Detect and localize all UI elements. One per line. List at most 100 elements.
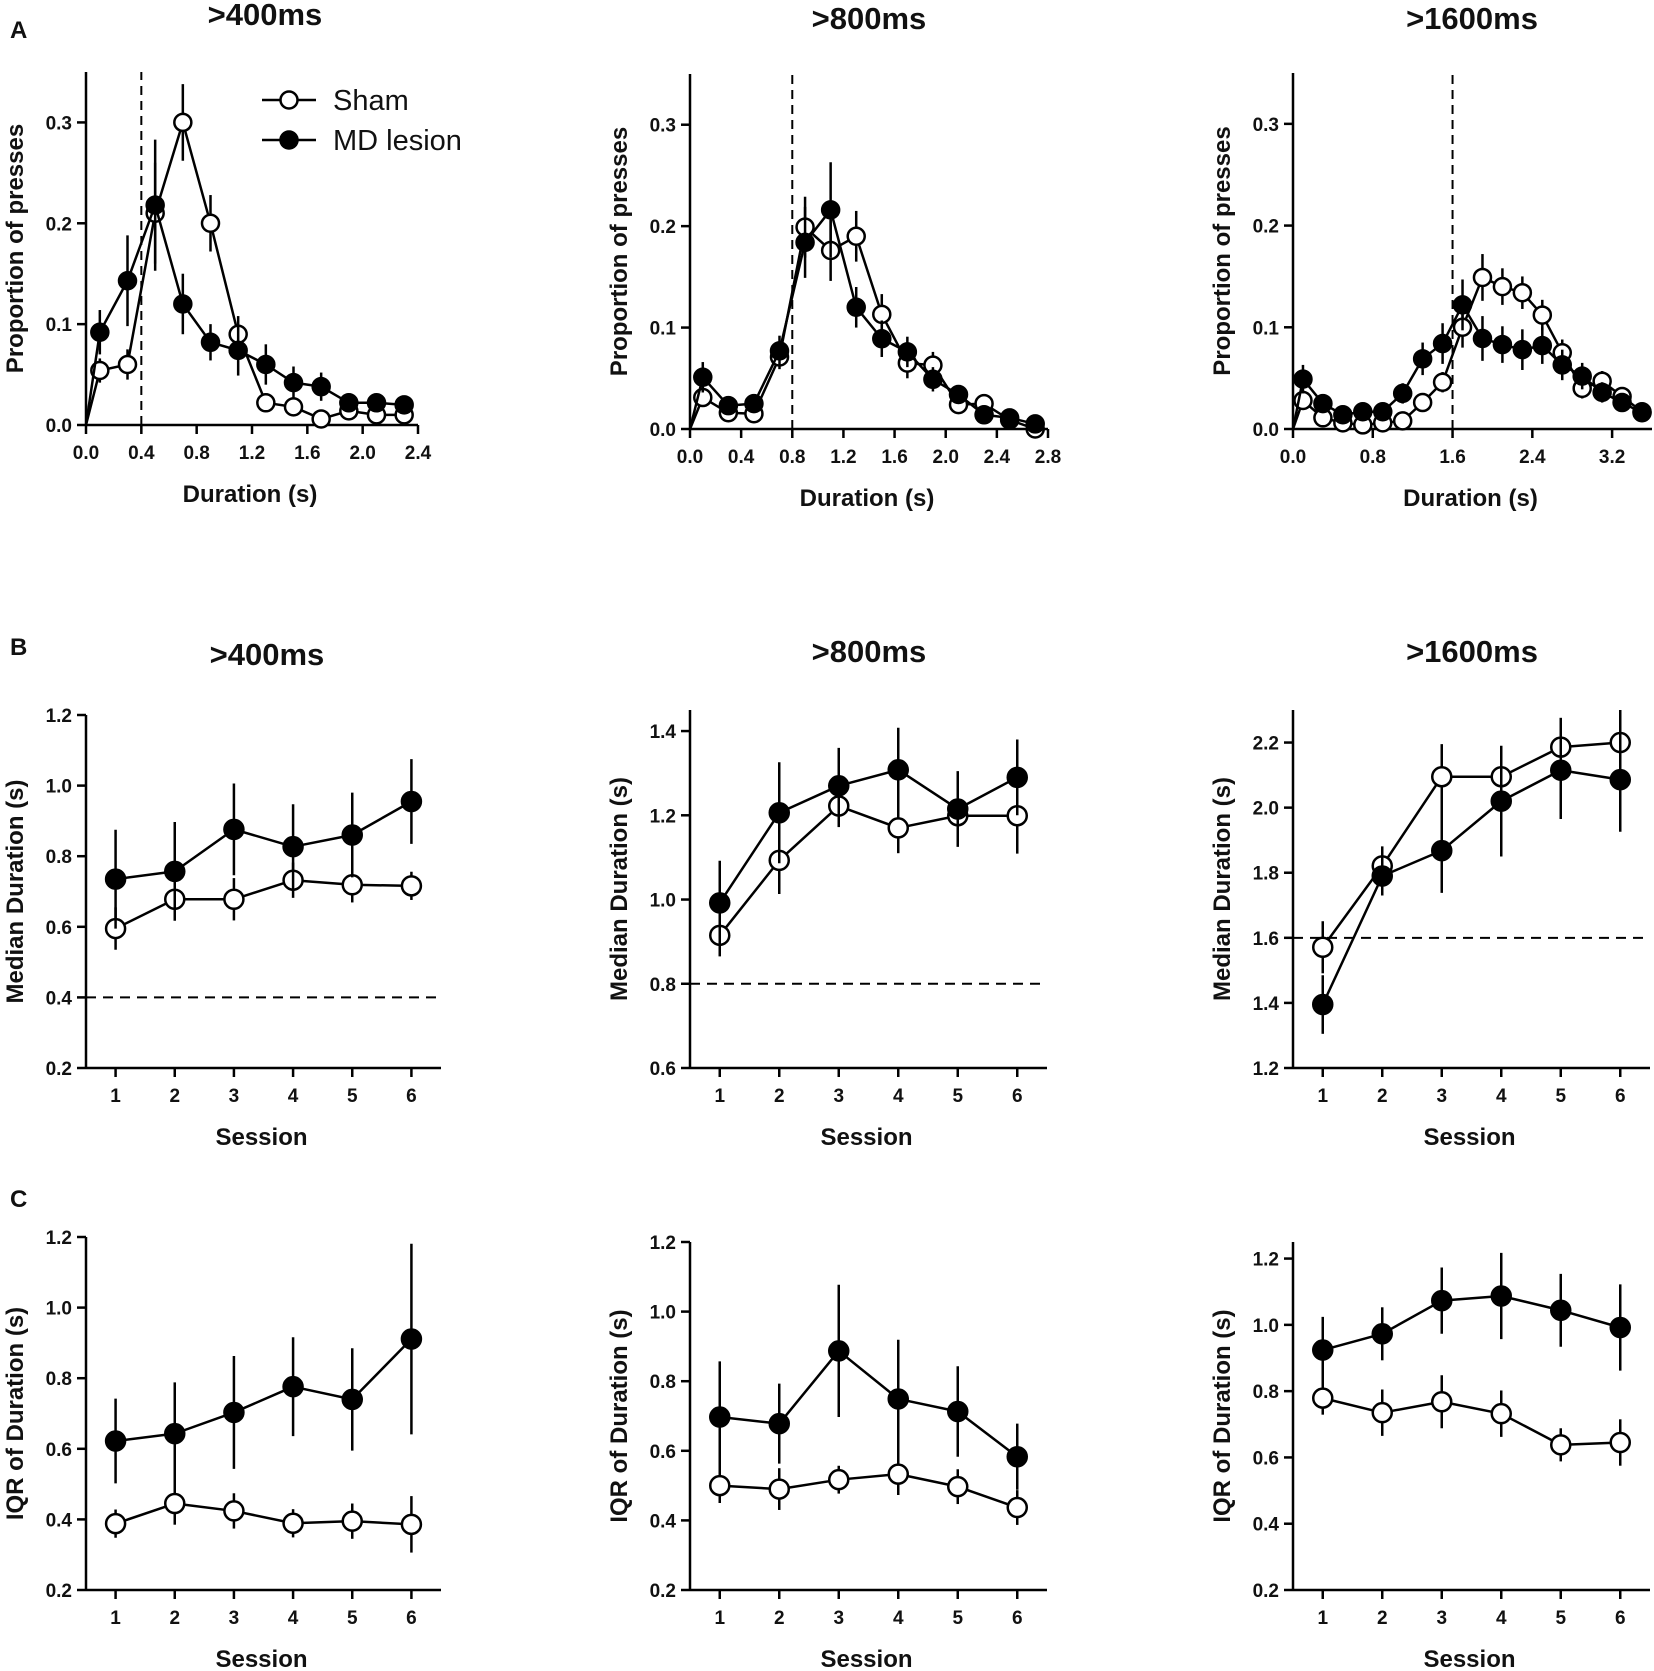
data-point-sham bbox=[1532, 305, 1553, 325]
x-tick-label: 6 bbox=[1012, 1608, 1023, 1629]
data-point-sham bbox=[828, 1468, 850, 1491]
data-point-sham bbox=[117, 354, 138, 375]
data-point-md-lesion bbox=[1373, 401, 1393, 422]
y-tick-label: 0.3 bbox=[1253, 115, 1279, 136]
data-point-md-lesion bbox=[1006, 766, 1028, 789]
data-point-md-lesion bbox=[164, 860, 186, 883]
data-point-sham bbox=[256, 393, 276, 413]
series-line bbox=[718, 768, 1018, 904]
x-axis-label: Duration (s) bbox=[1403, 485, 1538, 512]
x-tick-label: 2.0 bbox=[349, 443, 375, 464]
data-point-md-lesion bbox=[1612, 392, 1632, 413]
data-point-md-lesion bbox=[339, 393, 359, 413]
y-tick-label: 0.8 bbox=[650, 1372, 676, 1393]
data-point-md-lesion bbox=[1353, 401, 1373, 422]
data-point-md-lesion bbox=[223, 818, 245, 841]
x-tick-label: 3 bbox=[833, 1608, 844, 1629]
series-line bbox=[115, 878, 412, 930]
x-tick-label: 1 bbox=[1317, 1608, 1328, 1629]
data-point-md-lesion bbox=[795, 232, 815, 253]
data-point-sham bbox=[1472, 267, 1493, 288]
x-tick-label: 5 bbox=[347, 1086, 358, 1107]
x-tick-label: 5 bbox=[347, 1608, 358, 1629]
x-tick-label: 1.2 bbox=[830, 447, 856, 468]
data-point-sham bbox=[768, 1478, 790, 1500]
x-tick-label: 5 bbox=[1555, 1086, 1566, 1107]
data-point-sham bbox=[1392, 411, 1413, 431]
data-point-md-lesion bbox=[1490, 790, 1512, 812]
series-md-lesion bbox=[104, 759, 423, 929]
y-axis-label: Median Duration (s) bbox=[2, 779, 29, 1003]
legend-marker-md bbox=[279, 130, 299, 150]
data-point-md-lesion bbox=[223, 1401, 245, 1424]
data-point-md-lesion bbox=[887, 759, 909, 781]
data-point-md-lesion bbox=[104, 868, 127, 890]
chart-title: >800ms bbox=[812, 634, 927, 669]
x-tick-label: 2.8 bbox=[1035, 447, 1061, 468]
data-point-sham bbox=[1432, 372, 1453, 392]
x-tick-label: 5 bbox=[952, 1608, 963, 1629]
x-tick-label: 0.8 bbox=[183, 443, 209, 464]
data-point-sham bbox=[1492, 276, 1513, 297]
data-point-sham bbox=[846, 226, 866, 247]
y-tick-label: 0.8 bbox=[650, 975, 676, 996]
x-tick-label: 1.6 bbox=[1439, 447, 1465, 468]
data-point-sham bbox=[311, 409, 331, 429]
data-point-md-lesion bbox=[1432, 333, 1453, 354]
data-point-sham bbox=[1609, 1431, 1631, 1454]
data-point-sham bbox=[887, 1463, 909, 1485]
data-point-md-lesion bbox=[104, 1430, 127, 1452]
data-point-md-lesion bbox=[1431, 1289, 1453, 1312]
y-tick-label: 1.2 bbox=[650, 1233, 676, 1254]
y-axis-label: Median Duration (s) bbox=[1209, 777, 1236, 1001]
series-md-lesion bbox=[688, 162, 1045, 434]
data-point-sham bbox=[1312, 1387, 1334, 1409]
x-tick-label: 2.4 bbox=[984, 447, 1011, 468]
series-md-lesion bbox=[84, 139, 414, 426]
y-tick-label: 1.0 bbox=[46, 1299, 72, 1320]
data-point-md-lesion bbox=[1312, 1339, 1334, 1361]
y-tick-label: 0.0 bbox=[1253, 420, 1279, 441]
data-point-md-lesion bbox=[145, 195, 165, 215]
x-tick-label: 2 bbox=[774, 1086, 785, 1107]
data-point-md-lesion bbox=[846, 297, 866, 318]
data-point-md-lesion bbox=[228, 340, 248, 361]
series-line bbox=[1322, 1294, 1621, 1352]
panel-label-c: C bbox=[10, 1186, 27, 1213]
data-point-md-lesion bbox=[1532, 335, 1553, 356]
x-tick-label: 6 bbox=[1012, 1086, 1023, 1107]
legend-label-sham: Sham bbox=[333, 85, 409, 117]
data-point-md-lesion bbox=[90, 322, 110, 342]
data-point-md-lesion bbox=[769, 341, 790, 361]
data-point-md-lesion bbox=[923, 369, 943, 390]
y-tick-label: 0.6 bbox=[650, 1442, 676, 1463]
y-tick-label: 0.2 bbox=[46, 1059, 72, 1080]
data-point-md-lesion bbox=[200, 332, 221, 353]
y-tick-label: 0.4 bbox=[650, 1511, 677, 1532]
data-point-md-lesion bbox=[1490, 1285, 1512, 1307]
series-sham bbox=[1312, 710, 1631, 974]
y-tick-label: 0.4 bbox=[46, 988, 73, 1009]
y-tick-label: 1.0 bbox=[650, 891, 676, 912]
data-point-md-lesion bbox=[311, 376, 331, 397]
y-tick-label: 0.6 bbox=[650, 1059, 676, 1080]
data-point-sham bbox=[1006, 1496, 1028, 1519]
y-tick-label: 1.6 bbox=[1253, 929, 1279, 950]
chart-title: >1600ms bbox=[1406, 1, 1538, 36]
series-sham bbox=[104, 862, 423, 950]
x-tick-label: 5 bbox=[952, 1086, 963, 1107]
data-point-md-lesion bbox=[948, 384, 969, 405]
y-tick-label: 0.2 bbox=[1253, 217, 1279, 238]
data-point-md-lesion bbox=[1552, 355, 1572, 375]
x-axis-label: Session bbox=[820, 1646, 912, 1671]
data-point-md-lesion bbox=[718, 395, 739, 416]
data-point-sham bbox=[1412, 392, 1433, 413]
y-tick-label: 0.2 bbox=[46, 1581, 72, 1602]
chart-a3: >1600ms 0.0 0.8 1.6 2.4 3.2 0.0 0.1 0.2 0.3 Durati… bbox=[1209, 1, 1652, 512]
data-point-md-lesion bbox=[820, 200, 841, 220]
y-tick-label: 0.4 bbox=[46, 1510, 73, 1531]
x-tick-label: 0.0 bbox=[73, 443, 99, 464]
x-tick-label: 2 bbox=[169, 1086, 180, 1107]
y-tick-label: 0.8 bbox=[1253, 1382, 1279, 1403]
